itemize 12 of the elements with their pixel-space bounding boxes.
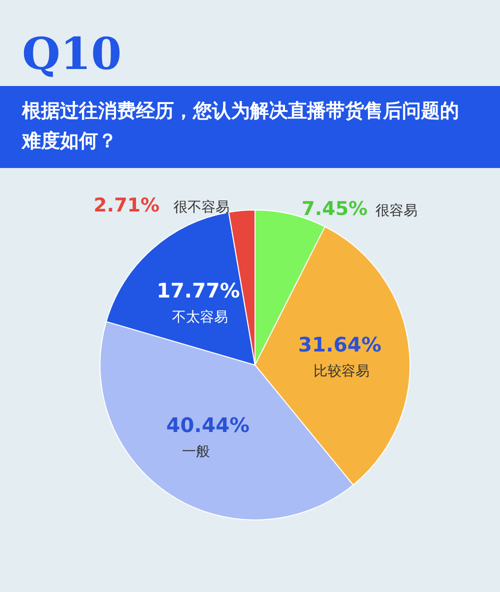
data-label: 17.77% (156, 278, 240, 302)
slice-label: 很不容易 (174, 199, 230, 216)
data-label: 7.45% (302, 198, 368, 220)
slice-label: 比较容易 (314, 364, 370, 380)
data-label: 2.71% (94, 194, 160, 216)
chart-subtitle: 根据过往消费经历，您认为解决直播带货售后问题的难度如何？ (22, 99, 460, 154)
slice-label: 一般 (182, 444, 210, 460)
data-label: 40.44% (166, 413, 250, 438)
slice-label: 不太容易 (172, 309, 228, 326)
chart-title: Q10 (22, 29, 122, 80)
data-label: 31.64% (298, 332, 382, 357)
slice-label: 很容易 (376, 203, 418, 220)
